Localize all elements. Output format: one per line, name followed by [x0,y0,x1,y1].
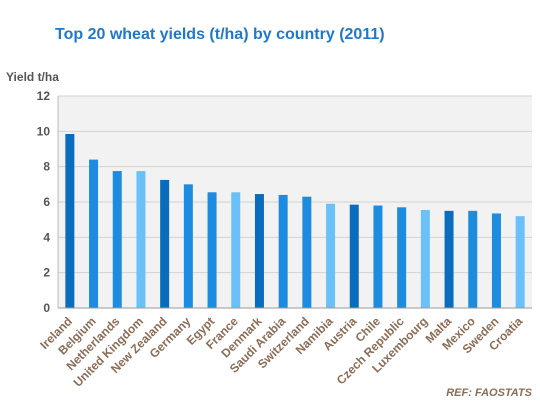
bar [207,192,217,308]
bar [349,204,359,308]
bar [231,192,241,308]
y-tick-label: 8 [43,160,50,174]
bar [112,171,122,308]
y-axis-label: Yield t/ha [6,70,59,84]
y-tick-label: 4 [43,230,50,244]
bar [326,203,336,308]
bar [444,210,454,308]
bar [89,159,99,308]
chart-title: Top 20 wheat yields (t/ha) by country (2… [55,26,385,43]
bar [397,207,407,308]
bar [65,133,75,308]
bar [302,196,312,308]
y-tick-label: 2 [43,266,50,280]
y-tick-label: 0 [43,301,50,315]
bar [254,194,264,308]
y-tick-label: 12 [37,89,51,103]
source-note: REF: FAOSTATS [446,387,532,399]
bar [160,179,170,308]
bar [183,184,193,308]
bar [420,209,430,308]
y-tick-label: 10 [37,124,51,138]
bar [278,194,288,308]
bar [373,205,383,308]
bar [491,213,501,308]
bar [136,171,146,308]
y-tick-label: 6 [43,195,50,209]
bar [468,210,478,308]
bar [515,216,525,308]
